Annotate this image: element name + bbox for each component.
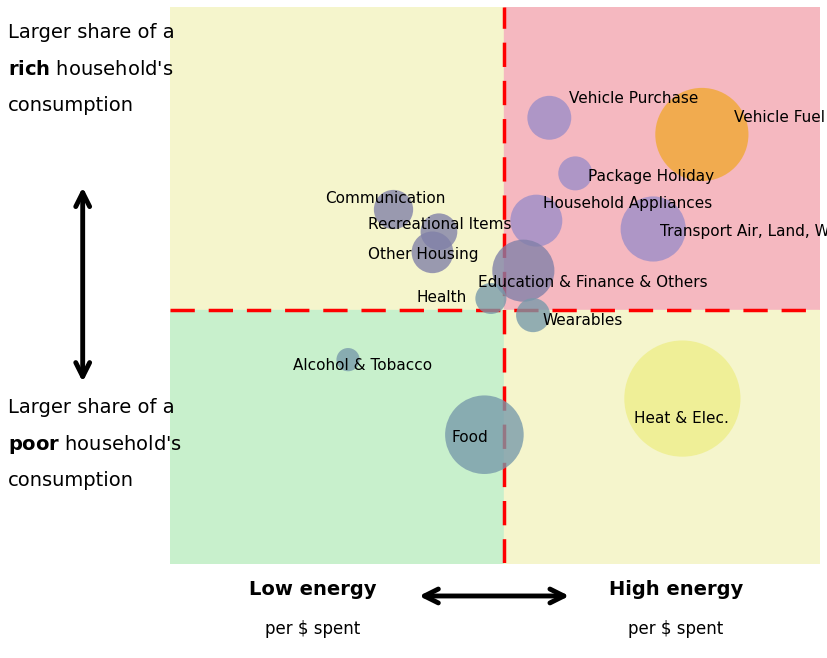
Text: Food: Food bbox=[451, 430, 488, 445]
Text: Other Housing: Other Housing bbox=[367, 247, 478, 261]
Text: per $ spent: per $ spent bbox=[629, 620, 724, 638]
Text: Transport Air, Land, Water: Transport Air, Land, Water bbox=[660, 224, 827, 240]
Text: Communication: Communication bbox=[325, 191, 446, 206]
Point bbox=[676, 393, 689, 404]
Point bbox=[647, 224, 660, 234]
Point bbox=[433, 226, 446, 237]
Text: Vehicle Fuel: Vehicle Fuel bbox=[734, 111, 825, 125]
Text: consumption: consumption bbox=[8, 96, 134, 114]
Text: $\bf{poor}$ household's: $\bf{poor}$ household's bbox=[8, 433, 182, 455]
Point bbox=[696, 129, 709, 139]
Point bbox=[478, 430, 491, 440]
Point bbox=[342, 355, 355, 365]
Text: Wearables: Wearables bbox=[543, 313, 624, 328]
Point bbox=[517, 265, 530, 276]
Text: Low energy: Low energy bbox=[249, 580, 376, 599]
Text: Alcohol & Tobacco: Alcohol & Tobacco bbox=[293, 358, 432, 372]
Point bbox=[527, 310, 540, 320]
Text: Heat & Elec.: Heat & Elec. bbox=[633, 411, 729, 426]
Text: $\bf{rich}$ household's: $\bf{rich}$ household's bbox=[8, 60, 174, 78]
Text: Health: Health bbox=[416, 290, 466, 305]
Point bbox=[543, 113, 556, 123]
Text: Vehicle Purchase: Vehicle Purchase bbox=[569, 91, 698, 106]
Text: Household Appliances: Household Appliances bbox=[543, 197, 712, 211]
Text: consumption: consumption bbox=[8, 471, 134, 490]
Text: Education & Finance & Others: Education & Finance & Others bbox=[478, 275, 708, 290]
Point bbox=[387, 204, 400, 215]
Point bbox=[530, 215, 543, 226]
Point bbox=[426, 247, 439, 257]
Text: per $ spent: per $ spent bbox=[265, 620, 360, 638]
Text: Recreational Items: Recreational Items bbox=[367, 217, 511, 232]
Point bbox=[485, 293, 498, 304]
Text: Larger share of a: Larger share of a bbox=[8, 399, 174, 417]
Point bbox=[569, 168, 582, 179]
Text: Larger share of a: Larger share of a bbox=[8, 24, 174, 42]
Text: Package Holiday: Package Holiday bbox=[588, 168, 715, 184]
Text: High energy: High energy bbox=[609, 580, 743, 599]
